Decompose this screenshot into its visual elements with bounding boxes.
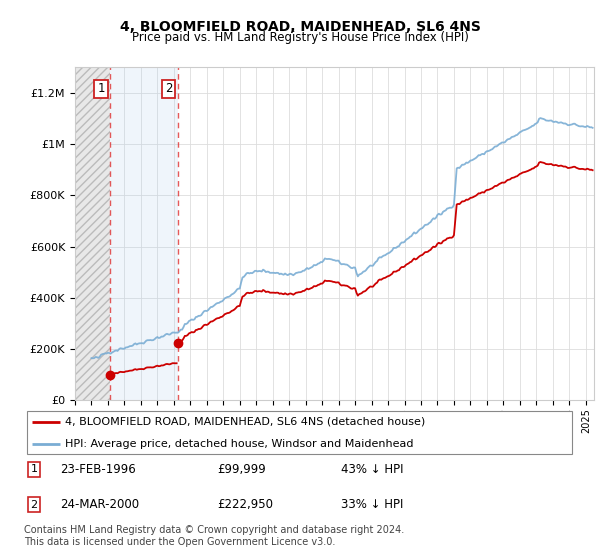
Text: 24-MAR-2000: 24-MAR-2000	[60, 498, 139, 511]
Text: £99,999: £99,999	[217, 463, 266, 476]
Text: 4, BLOOMFIELD ROAD, MAIDENHEAD, SL6 4NS: 4, BLOOMFIELD ROAD, MAIDENHEAD, SL6 4NS	[119, 20, 481, 34]
Text: Price paid vs. HM Land Registry's House Price Index (HPI): Price paid vs. HM Land Registry's House …	[131, 31, 469, 44]
Bar	[110, 67, 178, 400]
Text: 2: 2	[165, 82, 172, 96]
Bar	[75, 67, 110, 400]
Text: 1: 1	[97, 82, 105, 96]
Text: 2: 2	[31, 500, 37, 510]
FancyBboxPatch shape	[27, 410, 572, 455]
Text: HPI: Average price, detached house, Windsor and Maidenhead: HPI: Average price, detached house, Wind…	[65, 438, 414, 449]
Text: 33% ↓ HPI: 33% ↓ HPI	[341, 498, 404, 511]
Text: £222,950: £222,950	[217, 498, 273, 511]
Text: 4, BLOOMFIELD ROAD, MAIDENHEAD, SL6 4NS (detached house): 4, BLOOMFIELD ROAD, MAIDENHEAD, SL6 4NS …	[65, 417, 425, 427]
Text: 23-FEB-1996: 23-FEB-1996	[60, 463, 136, 476]
Text: 43% ↓ HPI: 43% ↓ HPI	[341, 463, 404, 476]
Text: Contains HM Land Registry data © Crown copyright and database right 2024.
This d: Contains HM Land Registry data © Crown c…	[24, 525, 404, 547]
Text: 1: 1	[31, 464, 37, 474]
